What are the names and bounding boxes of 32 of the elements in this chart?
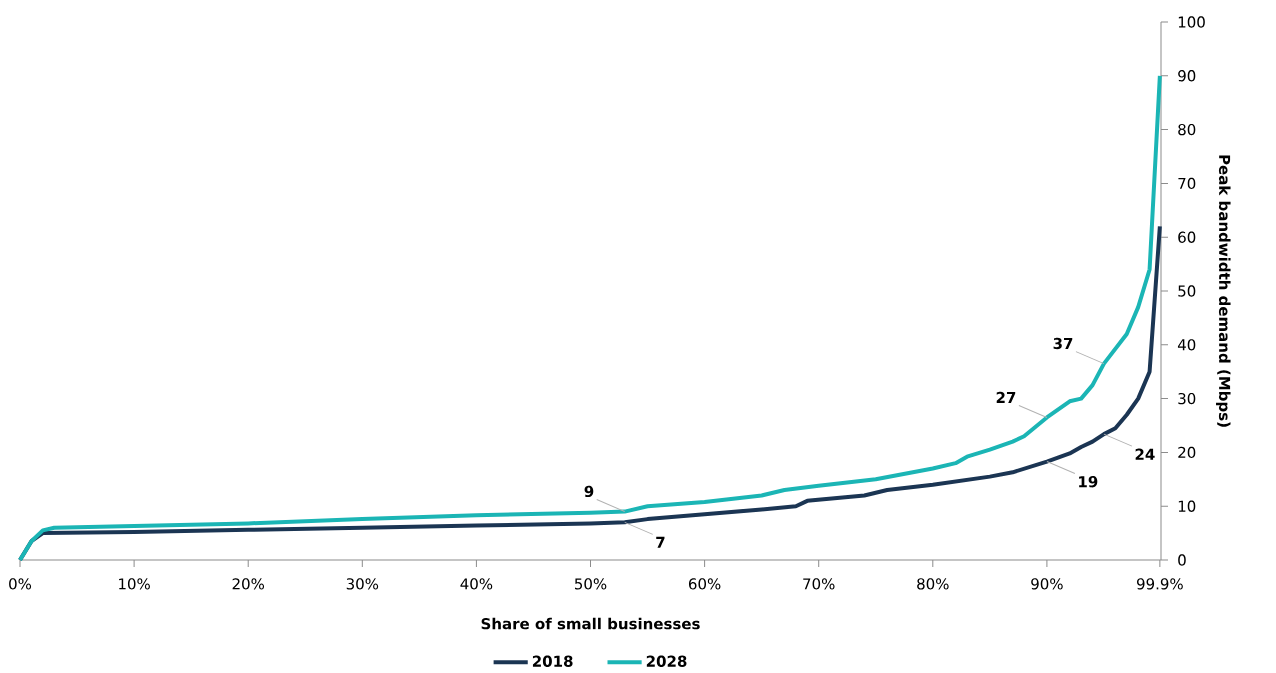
y-tick-label: 100 [1178,16,1205,28]
y-tick-label: 10 [1178,500,1196,512]
x-tick-label: 99.9% [1136,578,1183,590]
legend-label: 2028 [646,655,687,667]
annotation: 37 [1053,337,1073,350]
y-tick-label: 90 [1178,70,1196,82]
y-tick-label: 40 [1177,339,1196,351]
x-tick-label: 70% [803,578,835,590]
y-tick-label: 20 [1178,446,1196,459]
x-axis-title: Share of small businesses [481,617,700,630]
x-tick-label: 50% [575,578,607,590]
x-tick-label: 10% [119,578,150,590]
annotation: 24 [1135,448,1155,460]
x-tick-label: 80% [917,578,949,590]
x-tick-label: 20% [232,578,265,590]
y-tick-label: 60 [1178,231,1196,243]
annotation: 19 [1079,476,1098,488]
y-tick-label: 70 [1178,177,1196,190]
legend-label: 2018 [532,655,573,667]
annotation: 9 [584,485,594,498]
y-tick-label: 80 [1178,123,1196,136]
y-tick-label: 0 [1178,554,1186,566]
x-tick-label: 30% [346,578,379,590]
x-tick-label: 90% [1031,578,1063,590]
y-tick-label: 50 [1178,285,1196,297]
y-axis-title: Peak bandwidth demand (Mbps) [1216,155,1231,427]
annotation: 27 [996,391,1016,403]
x-tick-label: 60% [688,578,721,590]
x-tick-label: 0% [9,578,32,590]
y-tick-label: 30 [1178,392,1196,405]
x-tick-label: 40% [460,578,493,590]
annotation: 7 [656,536,665,548]
